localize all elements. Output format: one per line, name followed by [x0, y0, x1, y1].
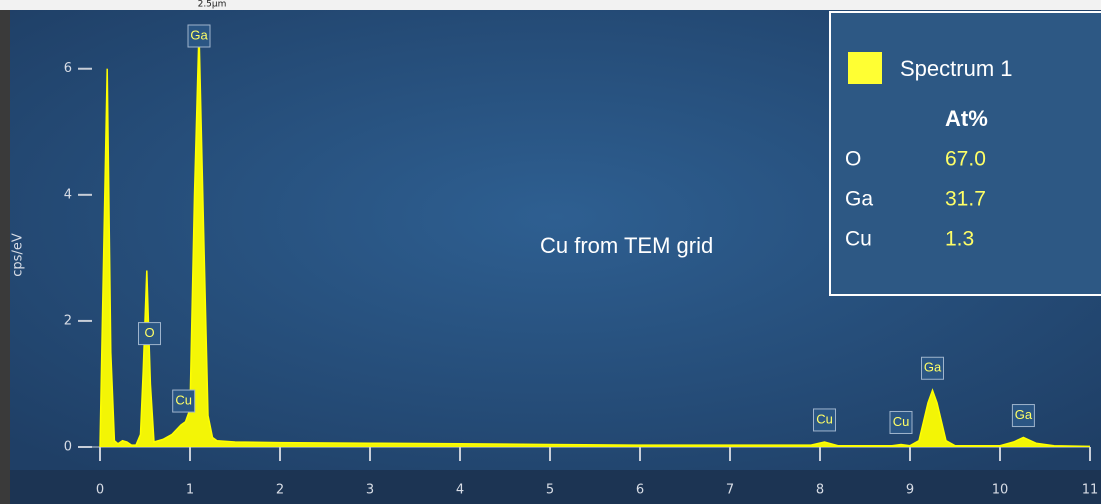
- x-tick-label: 10: [992, 483, 1009, 498]
- peak-label-box: [921, 356, 944, 380]
- y-tick-label: 2: [64, 313, 72, 328]
- x-tick-label: 3: [366, 483, 374, 498]
- legend-value: 1.3: [945, 228, 974, 251]
- legend-element: Ga: [845, 188, 873, 211]
- note: Cu from TEM grid: [540, 233, 713, 258]
- x-tick-label: 4: [456, 483, 464, 498]
- legend-value: 67.0: [945, 148, 986, 171]
- x-tick-label: 9: [906, 483, 914, 498]
- peak-label-box: [187, 24, 211, 48]
- legend-rows: O 67.0 Ga 31.7 Cu 1.3: [845, 148, 986, 251]
- y-tick-label: 4: [64, 187, 72, 202]
- legend-title: Spectrum 1: [900, 56, 1013, 81]
- peak-label: Ga: [1015, 407, 1033, 422]
- spectrum: [99, 30, 1091, 448]
- peak-label-box: [1011, 404, 1035, 428]
- x-tick-label: 7: [726, 483, 734, 498]
- spectrum-fill: [100, 30, 1090, 448]
- peak-label: Cu: [893, 414, 910, 429]
- x-tick-label: 11: [1082, 483, 1099, 498]
- legend-element: O: [845, 148, 861, 171]
- peak-label: Cu: [175, 392, 192, 407]
- legend-element: Cu: [845, 228, 872, 251]
- scale-bar: 2.5µm: [198, 0, 227, 10]
- peak-label: Cu: [816, 411, 833, 426]
- legend: Spectrum 1 At% O 67.0 Ga 31.7 Cu 1.3: [829, 11, 1101, 296]
- peak-label: Ga: [190, 27, 208, 42]
- x-tick-label: 6: [636, 483, 644, 498]
- peak-label: Ga: [924, 360, 942, 375]
- x-tick-label: 5: [546, 483, 554, 498]
- image-edge: [0, 0, 10, 504]
- x-tick-label: 0: [96, 483, 104, 498]
- x-tick-label: 2: [276, 483, 284, 498]
- y-tick-label: 6: [64, 61, 72, 76]
- legend-header: At%: [945, 106, 988, 131]
- image-top: [0, 0, 1101, 10]
- peak-label-box: [172, 389, 196, 413]
- peak-label-box: [813, 408, 836, 432]
- peak-label-box: [138, 322, 161, 346]
- y-tick-label: 0: [64, 440, 72, 455]
- legend-swatch: [848, 52, 882, 84]
- peak-label-box: [889, 410, 913, 434]
- x-tick-label: 1: [186, 483, 194, 498]
- y-axis-label: cps/eV: [11, 233, 26, 277]
- legend-value: 31.7: [945, 188, 986, 211]
- x-tick-label: 8: [816, 483, 824, 498]
- peak-label: O: [144, 325, 154, 340]
